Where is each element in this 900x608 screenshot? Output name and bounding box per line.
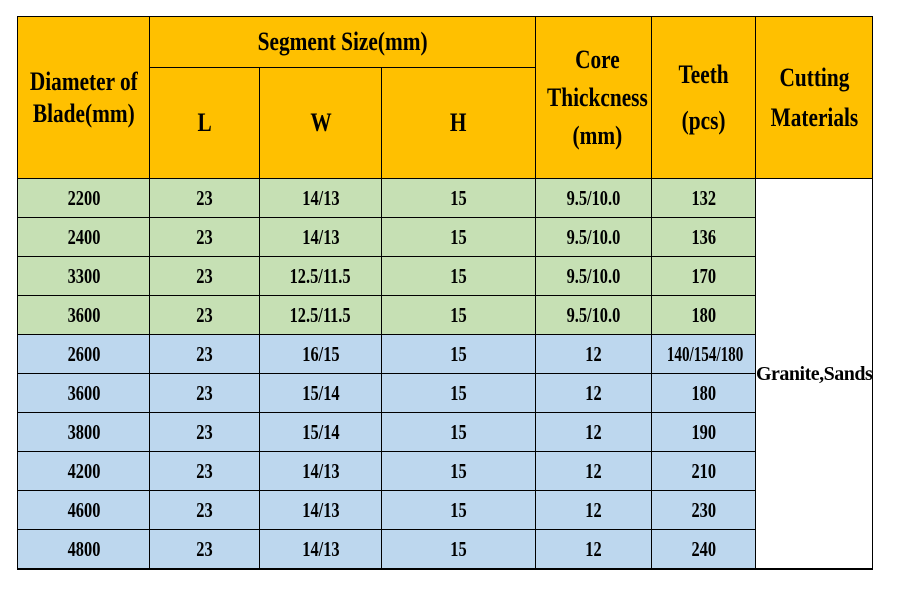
table-row: 4800 23 14/13 15 12 240 xyxy=(17,529,873,570)
cell-l: 23 xyxy=(149,373,260,413)
cell-h: 15 xyxy=(381,490,536,530)
cell-h: 15 xyxy=(381,295,536,335)
cell-h: 15 xyxy=(381,178,536,218)
table-row: 2200 23 14/13 15 9.5/10.0 132 Granite,Sa… xyxy=(17,178,873,570)
cell-core: 12 xyxy=(535,373,652,413)
cell-l: 23 xyxy=(149,412,260,452)
header-segment-size: Segment Size(mm) xyxy=(149,16,536,68)
cell-l: 23 xyxy=(149,217,260,257)
cell-teeth: 180 xyxy=(651,295,756,335)
cell-l: 23 xyxy=(149,295,260,335)
header-cutting-materials: Cutting Materials xyxy=(755,16,873,179)
cell-diameter: 3600 xyxy=(17,373,150,413)
cell-teeth: 190 xyxy=(651,412,756,452)
cell-w: 15/14 xyxy=(259,412,382,452)
table-row: 4200 23 14/13 15 12 210 xyxy=(17,451,873,491)
cell-diameter: 3800 xyxy=(17,412,150,452)
header-row-top: Diameter of Blade(mm) Segment Size(mm) Co… xyxy=(17,16,873,179)
cell-core: 12 xyxy=(535,490,652,530)
cell-l: 23 xyxy=(149,529,260,570)
table-row: 2600 23 16/15 15 12 140/154/180 xyxy=(17,334,873,374)
table-row: 2400 23 14/13 15 9.5/10.0 136 xyxy=(17,217,873,257)
cell-diameter: 4600 xyxy=(17,490,150,530)
cell-diameter: 3300 xyxy=(17,256,150,296)
header-segment-l: L xyxy=(149,67,260,179)
cell-teeth: 140/154/180 xyxy=(651,334,756,374)
cell-l: 23 xyxy=(149,178,260,218)
cell-w: 14/13 xyxy=(259,451,382,491)
cell-diameter: 4800 xyxy=(17,529,150,570)
cell-teeth: 230 xyxy=(651,490,756,530)
cell-teeth: 136 xyxy=(651,217,756,257)
cell-core: 12 xyxy=(535,529,652,570)
cell-w: 14/13 xyxy=(259,529,382,570)
table-row: 3300 23 12.5/11.5 15 9.5/10.0 170 xyxy=(17,256,873,296)
table-row: 4600 23 14/13 15 12 230 xyxy=(17,490,873,530)
cell-teeth: 132 xyxy=(651,178,756,218)
cell-w: 12.5/11.5 xyxy=(259,256,382,296)
cell-core: 9.5/10.0 xyxy=(535,256,652,296)
cell-core: 12 xyxy=(535,451,652,491)
cell-h: 15 xyxy=(381,373,536,413)
cell-core: 12 xyxy=(535,334,652,374)
cell-w: 14/13 xyxy=(259,490,382,530)
cell-core: 9.5/10.0 xyxy=(535,217,652,257)
cell-h: 15 xyxy=(381,334,536,374)
table-row: 3600 23 12.5/11.5 15 9.5/10.0 180 xyxy=(17,295,873,335)
cell-diameter: 2600 xyxy=(17,334,150,374)
cell-teeth: 240 xyxy=(651,529,756,570)
table-row: 3800 23 15/14 15 12 190 xyxy=(17,412,873,452)
cell-l: 23 xyxy=(149,451,260,491)
header-segment-h: H xyxy=(381,67,536,179)
cell-core: 9.5/10.0 xyxy=(535,295,652,335)
cell-l: 23 xyxy=(149,334,260,374)
cell-teeth: 170 xyxy=(651,256,756,296)
cell-h: 15 xyxy=(381,412,536,452)
cell-h: 15 xyxy=(381,529,536,570)
cell-diameter: 2200 xyxy=(17,178,150,218)
cell-w: 16/15 xyxy=(259,334,382,374)
cell-core: 12 xyxy=(535,412,652,452)
cell-core: 9.5/10.0 xyxy=(535,178,652,218)
cell-diameter: 2400 xyxy=(17,217,150,257)
cell-l: 23 xyxy=(149,256,260,296)
blade-spec-table: Diameter of Blade(mm) Segment Size(mm) Co… xyxy=(17,16,873,570)
cell-cutting-materials: Granite,Sandstone Quarry xyxy=(755,178,873,570)
cell-teeth: 210 xyxy=(651,451,756,491)
cell-h: 15 xyxy=(381,256,536,296)
cell-diameter: 3600 xyxy=(17,295,150,335)
cell-l: 23 xyxy=(149,490,260,530)
cell-w: 12.5/11.5 xyxy=(259,295,382,335)
header-row-sub: L W H xyxy=(18,67,873,179)
header-segment-w: W xyxy=(259,67,382,179)
header-core-thickness: Core Thickcness (mm) xyxy=(535,16,652,179)
cell-w: 15/14 xyxy=(259,373,382,413)
cell-diameter: 4200 xyxy=(17,451,150,491)
cell-w: 14/13 xyxy=(259,178,382,218)
cell-teeth: 180 xyxy=(651,373,756,413)
cell-h: 15 xyxy=(381,217,536,257)
table-row: 3600 23 15/14 15 12 180 xyxy=(17,373,873,413)
cell-w: 14/13 xyxy=(259,217,382,257)
header-teeth: Teeth (pcs) xyxy=(651,16,756,179)
header-diameter: Diameter of Blade(mm) xyxy=(17,16,150,179)
cell-h: 15 xyxy=(381,451,536,491)
